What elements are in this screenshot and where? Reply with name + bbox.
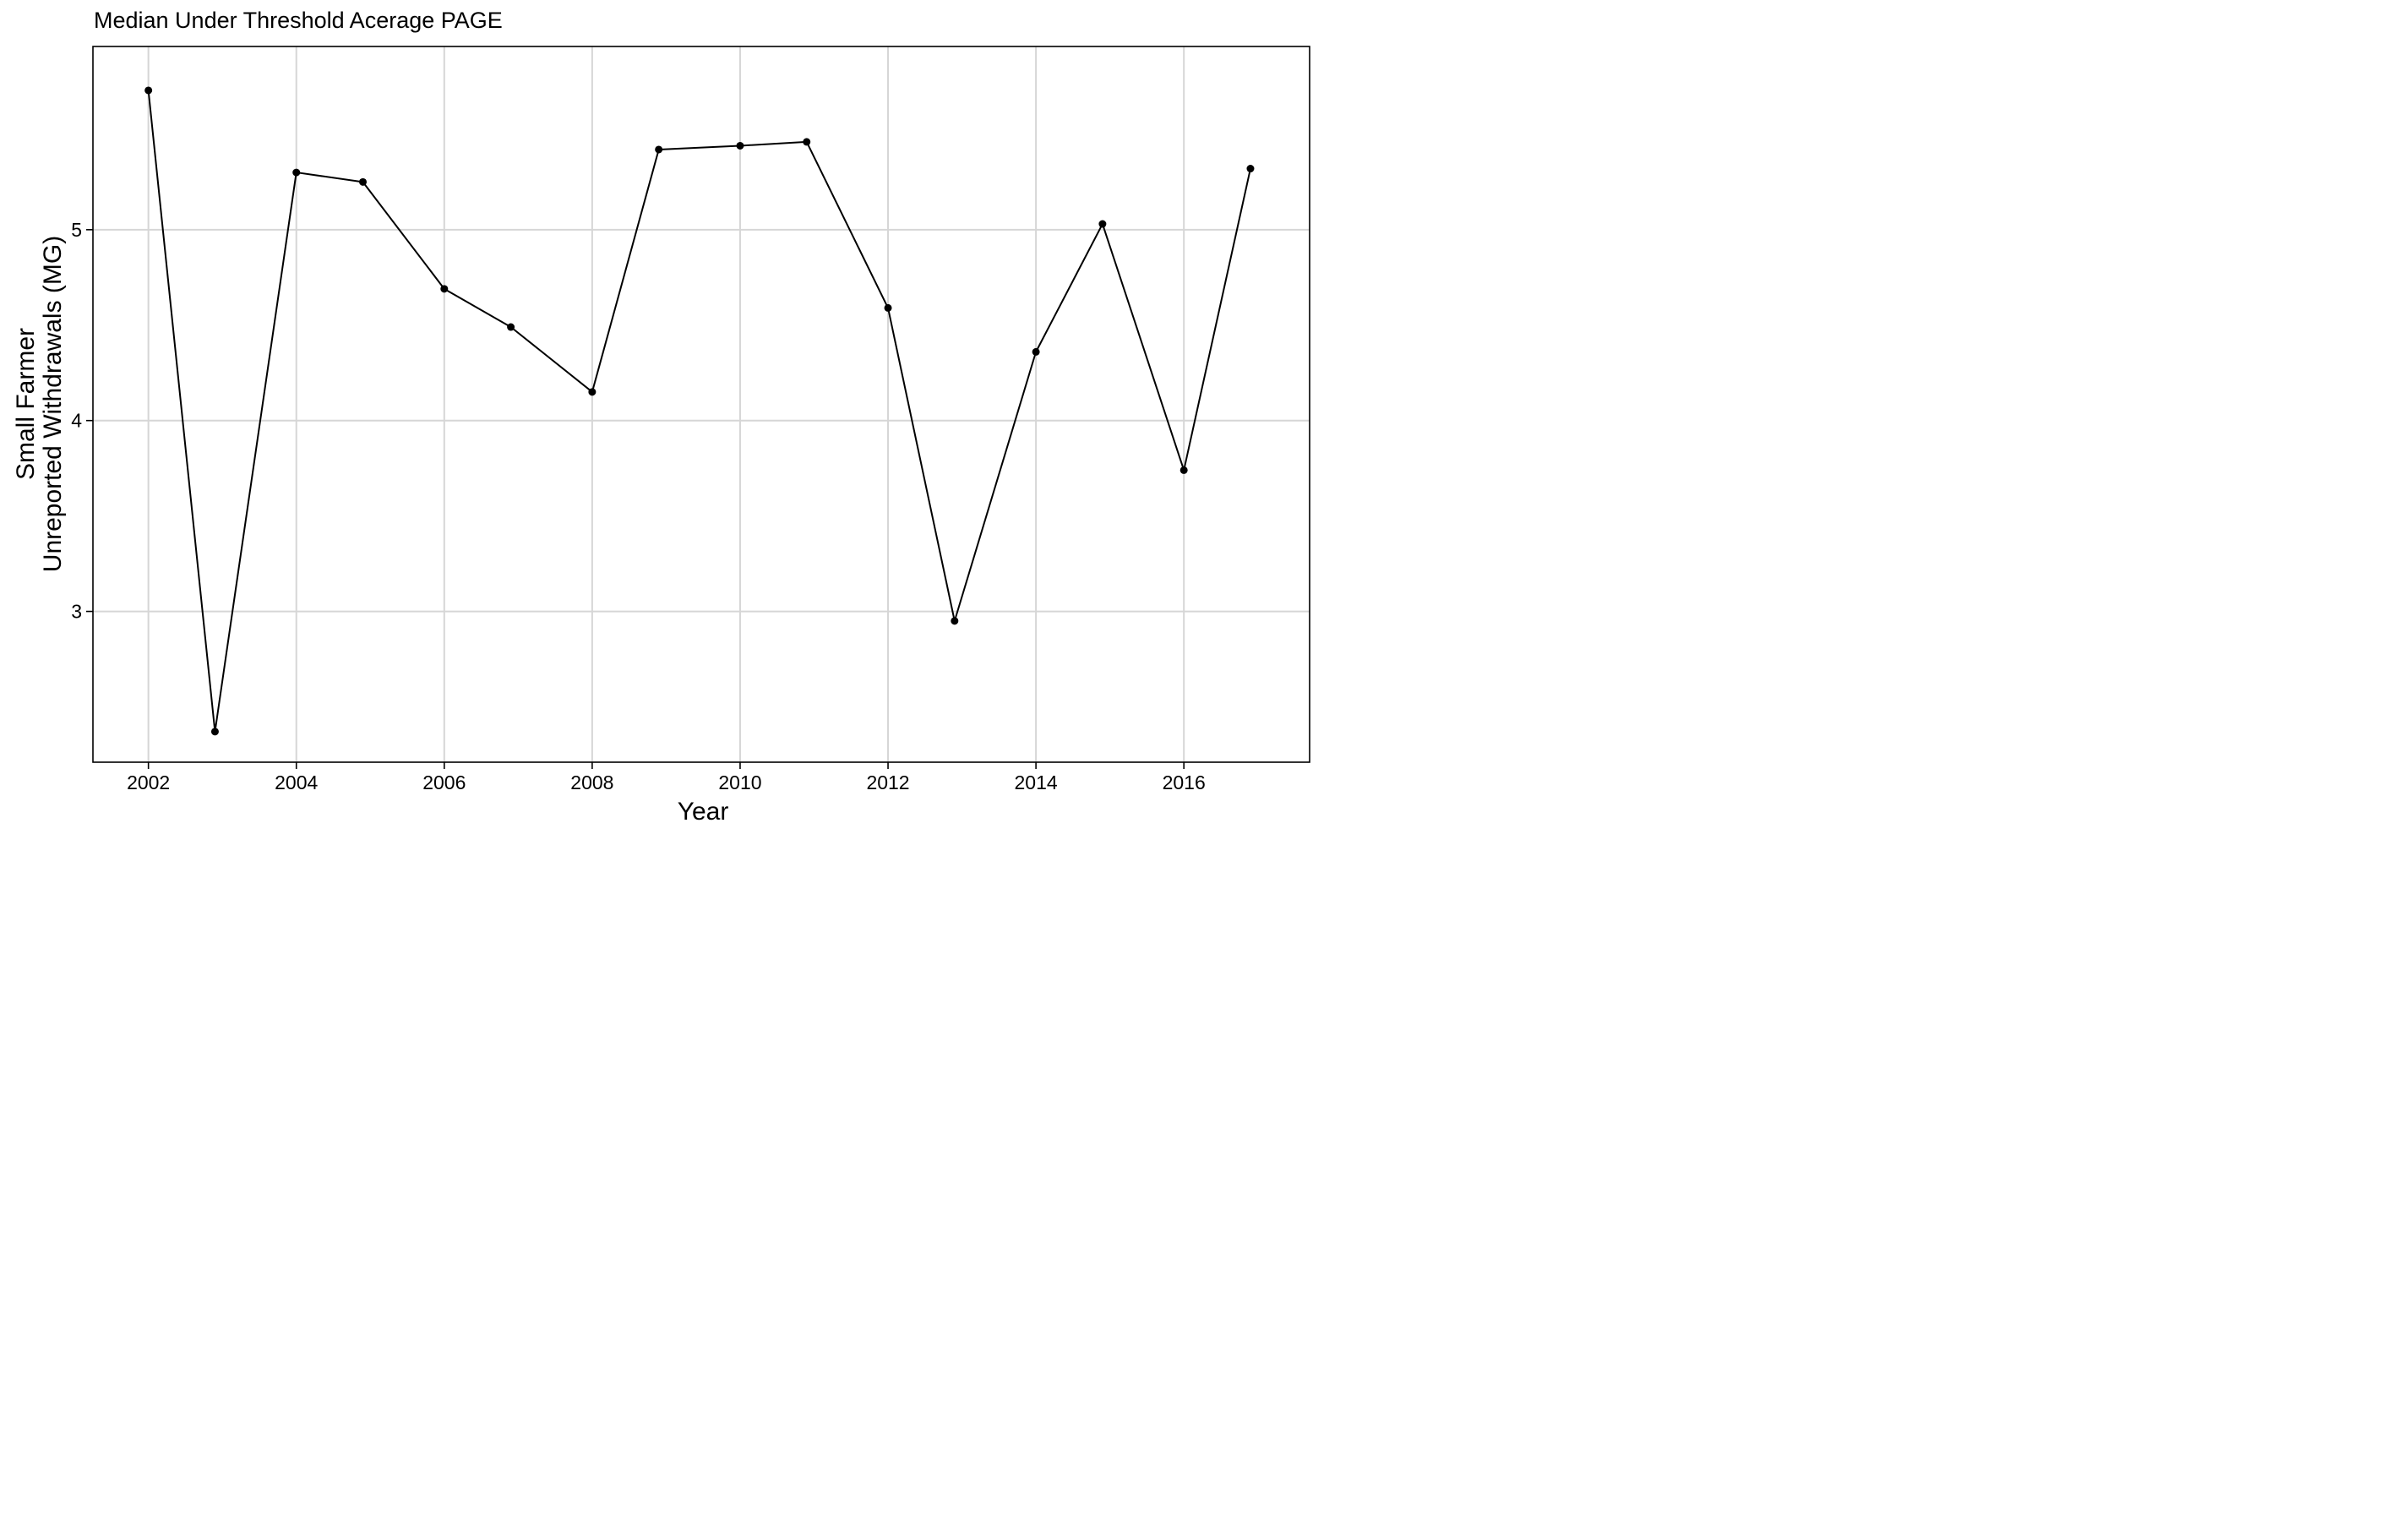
data-point [951,617,959,625]
data-point [1098,220,1107,228]
x-tick-label: 2012 [866,771,909,793]
y-axis: 3 4 5 [71,219,93,623]
line-chart: Median Under Threshold Acerage PAGE 2002… [12,8,1310,826]
x-tick-label: 2008 [570,771,613,793]
x-tick-label: 2016 [1163,771,1206,793]
data-point [507,323,515,331]
x-tick-label: 2002 [127,771,170,793]
data-point [210,728,219,736]
grid [93,46,1310,762]
data-point [588,388,597,396]
x-axis-title: Year [678,798,729,826]
data-point [440,285,449,293]
data-point [884,303,892,312]
chart: Median Under Threshold Acerage PAGE 2002… [0,0,1325,832]
y-tick-label: 4 [71,410,82,432]
data-point [1179,466,1188,474]
y-tick-label: 3 [71,601,82,623]
x-tick-label: 2004 [275,771,318,793]
y-axis-title-line-1: Small Farmer [12,328,40,480]
series-line [147,90,1251,733]
data-point [144,86,153,95]
data-point [736,141,744,150]
x-tick-label: 2014 [1015,771,1058,793]
data-point [359,177,368,186]
y-axis-title-line-2: Unreported Withdrawals (MG) [39,236,67,572]
x-tick-label: 2006 [422,771,466,793]
panel-border [92,46,1310,763]
data-point [1246,165,1255,173]
x-axis: 2002 2004 2006 2008 2010 2012 2014 2016 [127,762,1206,793]
y-axis-title: Small Farmer Unreported Withdrawals (MG) [12,236,67,572]
chart-title: Median Under Threshold Acerage PAGE [94,8,503,33]
y-tick-label: 5 [71,219,82,241]
data-point [292,168,301,177]
data-point [803,138,811,146]
series-layer [144,86,1255,736]
x-tick-label: 2010 [718,771,761,793]
data-point [1032,347,1040,356]
data-point [655,145,663,154]
